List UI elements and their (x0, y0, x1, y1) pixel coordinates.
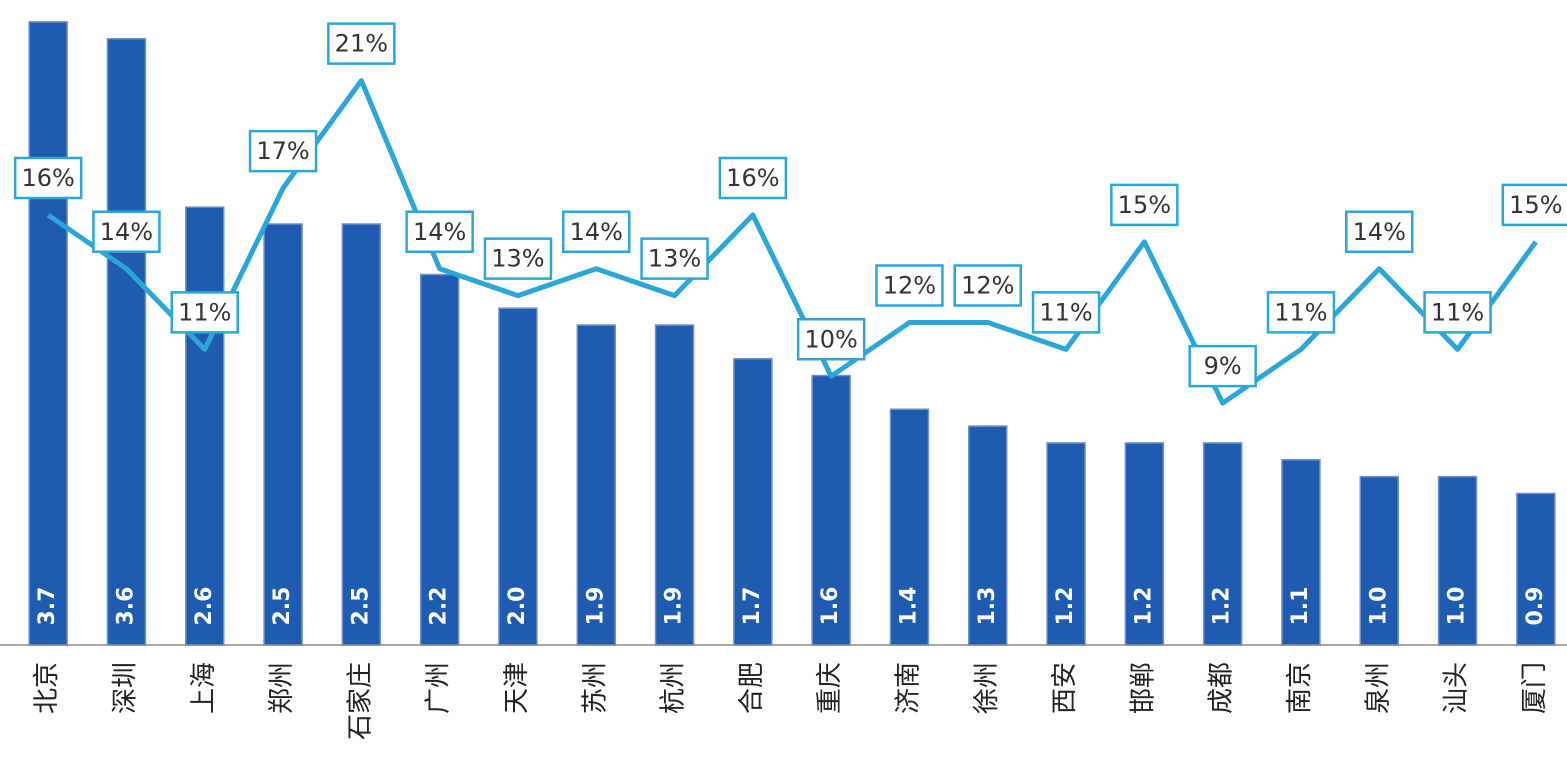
label-box (327, 22, 396, 65)
bar (811, 374, 851, 646)
line-value-label: 14% (570, 218, 623, 246)
label-box (796, 318, 866, 361)
x-tick-label: 上海 (189, 662, 219, 714)
line-value-label: 21% (335, 30, 388, 58)
bar-value-label: 2.5 (348, 587, 373, 626)
bar (1202, 442, 1243, 646)
x-tick-label: 汕头 (1442, 662, 1472, 714)
bar-value-label: 1.0 (1445, 587, 1470, 626)
bar (419, 273, 460, 646)
x-tick-label: 南京 (1285, 662, 1315, 714)
x-tick-label: 合肥 (737, 662, 767, 714)
line-value-label: 9% (1204, 352, 1242, 380)
label-box (1345, 210, 1414, 253)
bar (185, 206, 225, 646)
line-value-label: 11% (1039, 298, 1092, 326)
bar (263, 223, 303, 646)
bar-value-label: 1.1 (1288, 587, 1313, 626)
bar-value-label: 1.2 (1053, 587, 1078, 626)
bar (28, 21, 68, 646)
x-tick-label: 郑州 (267, 662, 297, 714)
bar (341, 223, 382, 646)
line-value-label: 13% (491, 245, 544, 273)
x-tick-label: 苏州 (580, 662, 610, 714)
bar-value-label: 2.0 (505, 587, 530, 626)
bar-value-label: 2.5 (270, 587, 295, 626)
x-tick-label: 广州 (424, 662, 454, 714)
line-value-label: 10% (804, 325, 857, 353)
bar (968, 425, 1008, 646)
line-value-label: 17% (256, 137, 309, 165)
line-value-label: 16% (726, 164, 779, 192)
label-box (562, 210, 631, 253)
bar-value-label: 1.0 (1366, 587, 1391, 626)
x-tick-label: 成都 (1207, 662, 1237, 714)
line-value-label: 15% (1509, 191, 1562, 219)
label-box (640, 237, 709, 280)
line-value-label: 14% (413, 218, 466, 246)
x-tick-label: 天津 (502, 662, 532, 714)
label-box (1266, 291, 1336, 334)
line-value-label: 12% (961, 272, 1014, 300)
bar-value-label: 2.2 (427, 587, 452, 626)
x-tick-label: 石家庄 (345, 662, 375, 740)
line-value-label: 12% (883, 272, 936, 300)
bar-value-label: 1.7 (740, 587, 765, 626)
bar (106, 37, 147, 646)
label-box (405, 210, 474, 253)
x-tick-label: 西安 (1050, 662, 1080, 714)
bar-value-label: 1.4 (896, 587, 921, 626)
line-value-label: 13% (648, 245, 701, 273)
bar (654, 324, 695, 646)
bar (1124, 442, 1165, 646)
bar-value-label: 1.2 (1210, 587, 1235, 626)
line-value-label: 11% (1274, 298, 1327, 326)
bar-value-label: 2.6 (192, 587, 217, 626)
line-value-label: 15% (1118, 191, 1171, 219)
label-box (92, 210, 161, 253)
label-box (875, 264, 944, 307)
label-box (1501, 183, 1567, 227)
x-tick-label: 北京 (32, 662, 62, 714)
x-tick-label: 杭州 (659, 662, 689, 714)
label-box (13, 156, 83, 200)
x-tick-label: 厦门 (1520, 662, 1550, 714)
line-value-label: 11% (178, 298, 231, 326)
x-tick-label: 徐州 (972, 662, 1002, 714)
line-value-label: 16% (21, 164, 74, 192)
label-box (1031, 291, 1101, 334)
bar (1437, 475, 1478, 646)
bar-value-label: 3.6 (113, 587, 138, 626)
bar-value-label: 0.9 (1523, 587, 1548, 626)
bar (1281, 459, 1321, 646)
bar-value-label: 1.3 (975, 587, 1000, 626)
label-box (718, 156, 788, 200)
bar-value-label: 1.9 (662, 587, 687, 626)
x-tick-label: 重庆 (815, 662, 845, 714)
bar (498, 307, 538, 646)
x-tick-label: 泉州 (1363, 662, 1393, 714)
label-box (953, 264, 1022, 307)
label-box (1110, 183, 1179, 227)
label-box (1423, 291, 1492, 334)
x-tick-label: 深圳 (110, 662, 140, 714)
label-box (248, 129, 318, 173)
bar-value-label: 1.2 (1131, 587, 1156, 626)
bar-value-label: 3.7 (35, 587, 60, 626)
bar-value-label: 1.9 (583, 587, 608, 626)
line-value-label: 14% (1353, 218, 1406, 246)
label-box (483, 237, 553, 280)
line-value-label: 14% (100, 218, 153, 246)
bar-value-label: 1.6 (818, 587, 843, 626)
x-tick-label: 邯郸 (1128, 662, 1158, 714)
line-value-label: 11% (1431, 298, 1484, 326)
x-tick-label: 济南 (893, 662, 923, 714)
label-box (1188, 344, 1257, 388)
label-box (170, 291, 239, 334)
